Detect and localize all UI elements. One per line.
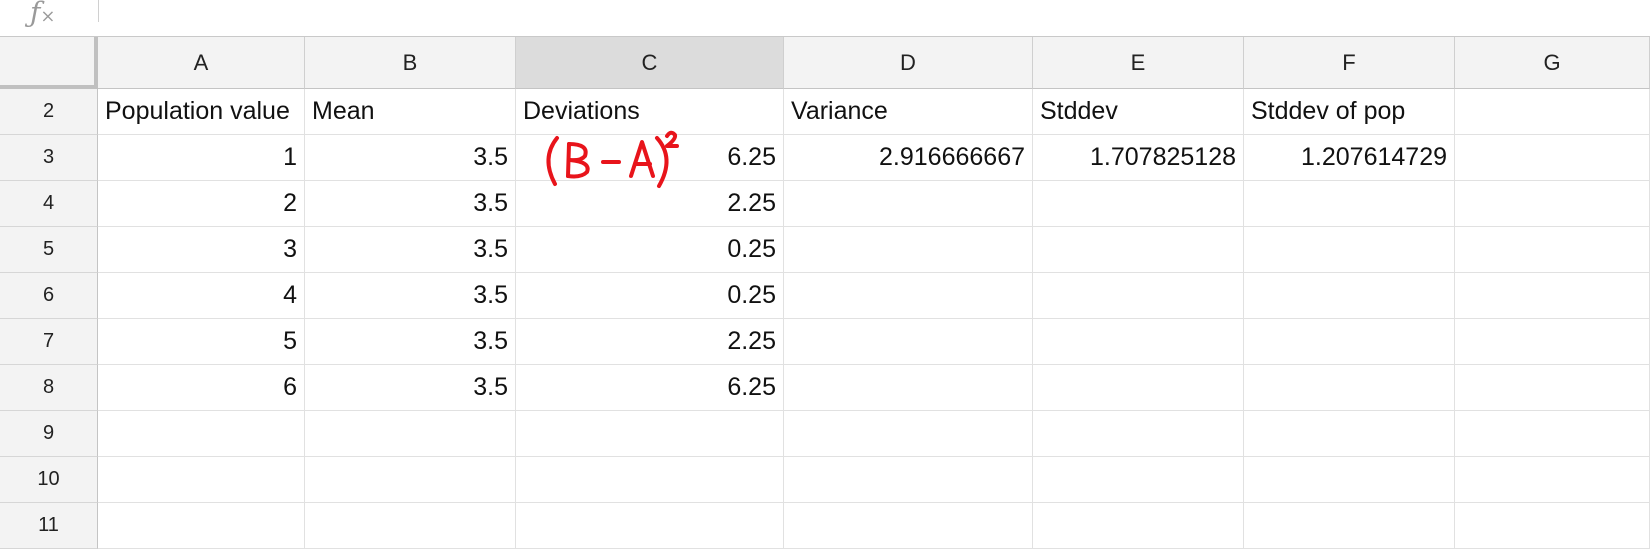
column-header-d[interactable]: D <box>784 37 1033 89</box>
cell-b6[interactable]: 3.5 <box>305 273 516 319</box>
column-header-f[interactable]: F <box>1244 37 1455 89</box>
cell-d2[interactable]: Variance <box>784 89 1033 135</box>
cell-f5[interactable] <box>1244 227 1455 273</box>
cell-f8[interactable] <box>1244 365 1455 411</box>
cell-c7[interactable]: 2.25 <box>516 319 784 365</box>
cell-c8[interactable]: 6.25 <box>516 365 784 411</box>
cell-e3[interactable]: 1.707825128 <box>1033 135 1244 181</box>
cell-b10[interactable] <box>305 457 516 503</box>
cell-a2[interactable]: Population value <box>98 89 305 135</box>
cell-e8[interactable] <box>1033 365 1244 411</box>
cell-a4[interactable]: 2 <box>98 181 305 227</box>
cell-d11[interactable] <box>784 503 1033 549</box>
row-header-8[interactable]: 8 <box>0 365 98 411</box>
cell-a11[interactable] <box>98 503 305 549</box>
row-header-10[interactable]: 10 <box>0 457 98 503</box>
cell-b5[interactable]: 3.5 <box>305 227 516 273</box>
cell-a7[interactable]: 5 <box>98 319 305 365</box>
fx-icon: ƒ× <box>30 0 56 29</box>
cell-b8[interactable]: 3.5 <box>305 365 516 411</box>
formula-bar-divider <box>98 0 99 22</box>
cell-f3[interactable]: 1.207614729 <box>1244 135 1455 181</box>
formula-input[interactable] <box>110 0 1634 32</box>
row-header-2[interactable]: 2 <box>0 89 98 135</box>
row-header-5[interactable]: 5 <box>0 227 98 273</box>
cell-g9[interactable] <box>1455 411 1650 457</box>
row-header-7[interactable]: 7 <box>0 319 98 365</box>
select-all-corner[interactable] <box>0 37 98 89</box>
cell-g10[interactable] <box>1455 457 1650 503</box>
cell-c4[interactable]: 2.25 <box>516 181 784 227</box>
cell-d9[interactable] <box>784 411 1033 457</box>
cell-f10[interactable] <box>1244 457 1455 503</box>
cell-a10[interactable] <box>98 457 305 503</box>
cell-d10[interactable] <box>784 457 1033 503</box>
cell-g2[interactable] <box>1455 89 1650 135</box>
cell-b7[interactable]: 3.5 <box>305 319 516 365</box>
cell-g7[interactable] <box>1455 319 1650 365</box>
cell-a5[interactable]: 3 <box>98 227 305 273</box>
cell-c9[interactable] <box>516 411 784 457</box>
cell-a8[interactable]: 6 <box>98 365 305 411</box>
cell-b3[interactable]: 3.5 <box>305 135 516 181</box>
cell-e10[interactable] <box>1033 457 1244 503</box>
row-header-11[interactable]: 11 <box>0 503 98 549</box>
spreadsheet-grid: A B C D E F G 2 Population value Mean Deviations Va… <box>0 37 1650 549</box>
column-header-b[interactable]: B <box>305 37 516 89</box>
cell-f7[interactable] <box>1244 319 1455 365</box>
cell-g6[interactable] <box>1455 273 1650 319</box>
row-header-6[interactable]: 6 <box>0 273 98 319</box>
cell-d7[interactable] <box>784 319 1033 365</box>
cell-c6[interactable]: 0.25 <box>516 273 784 319</box>
cell-b9[interactable] <box>305 411 516 457</box>
cell-g8[interactable] <box>1455 365 1650 411</box>
cell-c3[interactable]: 6.25 <box>516 135 784 181</box>
cell-e5[interactable] <box>1033 227 1244 273</box>
cell-b4[interactable]: 3.5 <box>305 181 516 227</box>
column-header-a[interactable]: A <box>98 37 305 89</box>
cell-g11[interactable] <box>1455 503 1650 549</box>
cell-d8[interactable] <box>784 365 1033 411</box>
column-header-e[interactable]: E <box>1033 37 1244 89</box>
cell-d3[interactable]: 2.916666667 <box>784 135 1033 181</box>
cell-f2[interactable]: Stddev of pop <box>1244 89 1455 135</box>
cell-c11[interactable] <box>516 503 784 549</box>
column-header-g[interactable]: G <box>1455 37 1650 89</box>
row-header-4[interactable]: 4 <box>0 181 98 227</box>
cell-a9[interactable] <box>98 411 305 457</box>
cell-e7[interactable] <box>1033 319 1244 365</box>
cell-e2[interactable]: Stddev <box>1033 89 1244 135</box>
cell-g3[interactable] <box>1455 135 1650 181</box>
cell-d4[interactable] <box>784 181 1033 227</box>
cell-d6[interactable] <box>784 273 1033 319</box>
cell-c10[interactable] <box>516 457 784 503</box>
cell-b2[interactable]: Mean <box>305 89 516 135</box>
cell-e9[interactable] <box>1033 411 1244 457</box>
cell-f11[interactable] <box>1244 503 1455 549</box>
cell-e4[interactable] <box>1033 181 1244 227</box>
cell-g5[interactable] <box>1455 227 1650 273</box>
cell-g4[interactable] <box>1455 181 1650 227</box>
row-header-3[interactable]: 3 <box>0 135 98 181</box>
cell-a6[interactable]: 4 <box>98 273 305 319</box>
column-header-c[interactable]: C <box>516 37 784 89</box>
cell-f9[interactable] <box>1244 411 1455 457</box>
cell-f4[interactable] <box>1244 181 1455 227</box>
cell-d5[interactable] <box>784 227 1033 273</box>
cell-f6[interactable] <box>1244 273 1455 319</box>
cell-c5[interactable]: 0.25 <box>516 227 784 273</box>
row-header-9[interactable]: 9 <box>0 411 98 457</box>
cell-e6[interactable] <box>1033 273 1244 319</box>
formula-bar: ƒ× <box>0 0 1650 37</box>
cell-a3[interactable]: 1 <box>98 135 305 181</box>
cell-b11[interactable] <box>305 503 516 549</box>
cell-e11[interactable] <box>1033 503 1244 549</box>
cell-c2[interactable]: Deviations <box>516 89 784 135</box>
